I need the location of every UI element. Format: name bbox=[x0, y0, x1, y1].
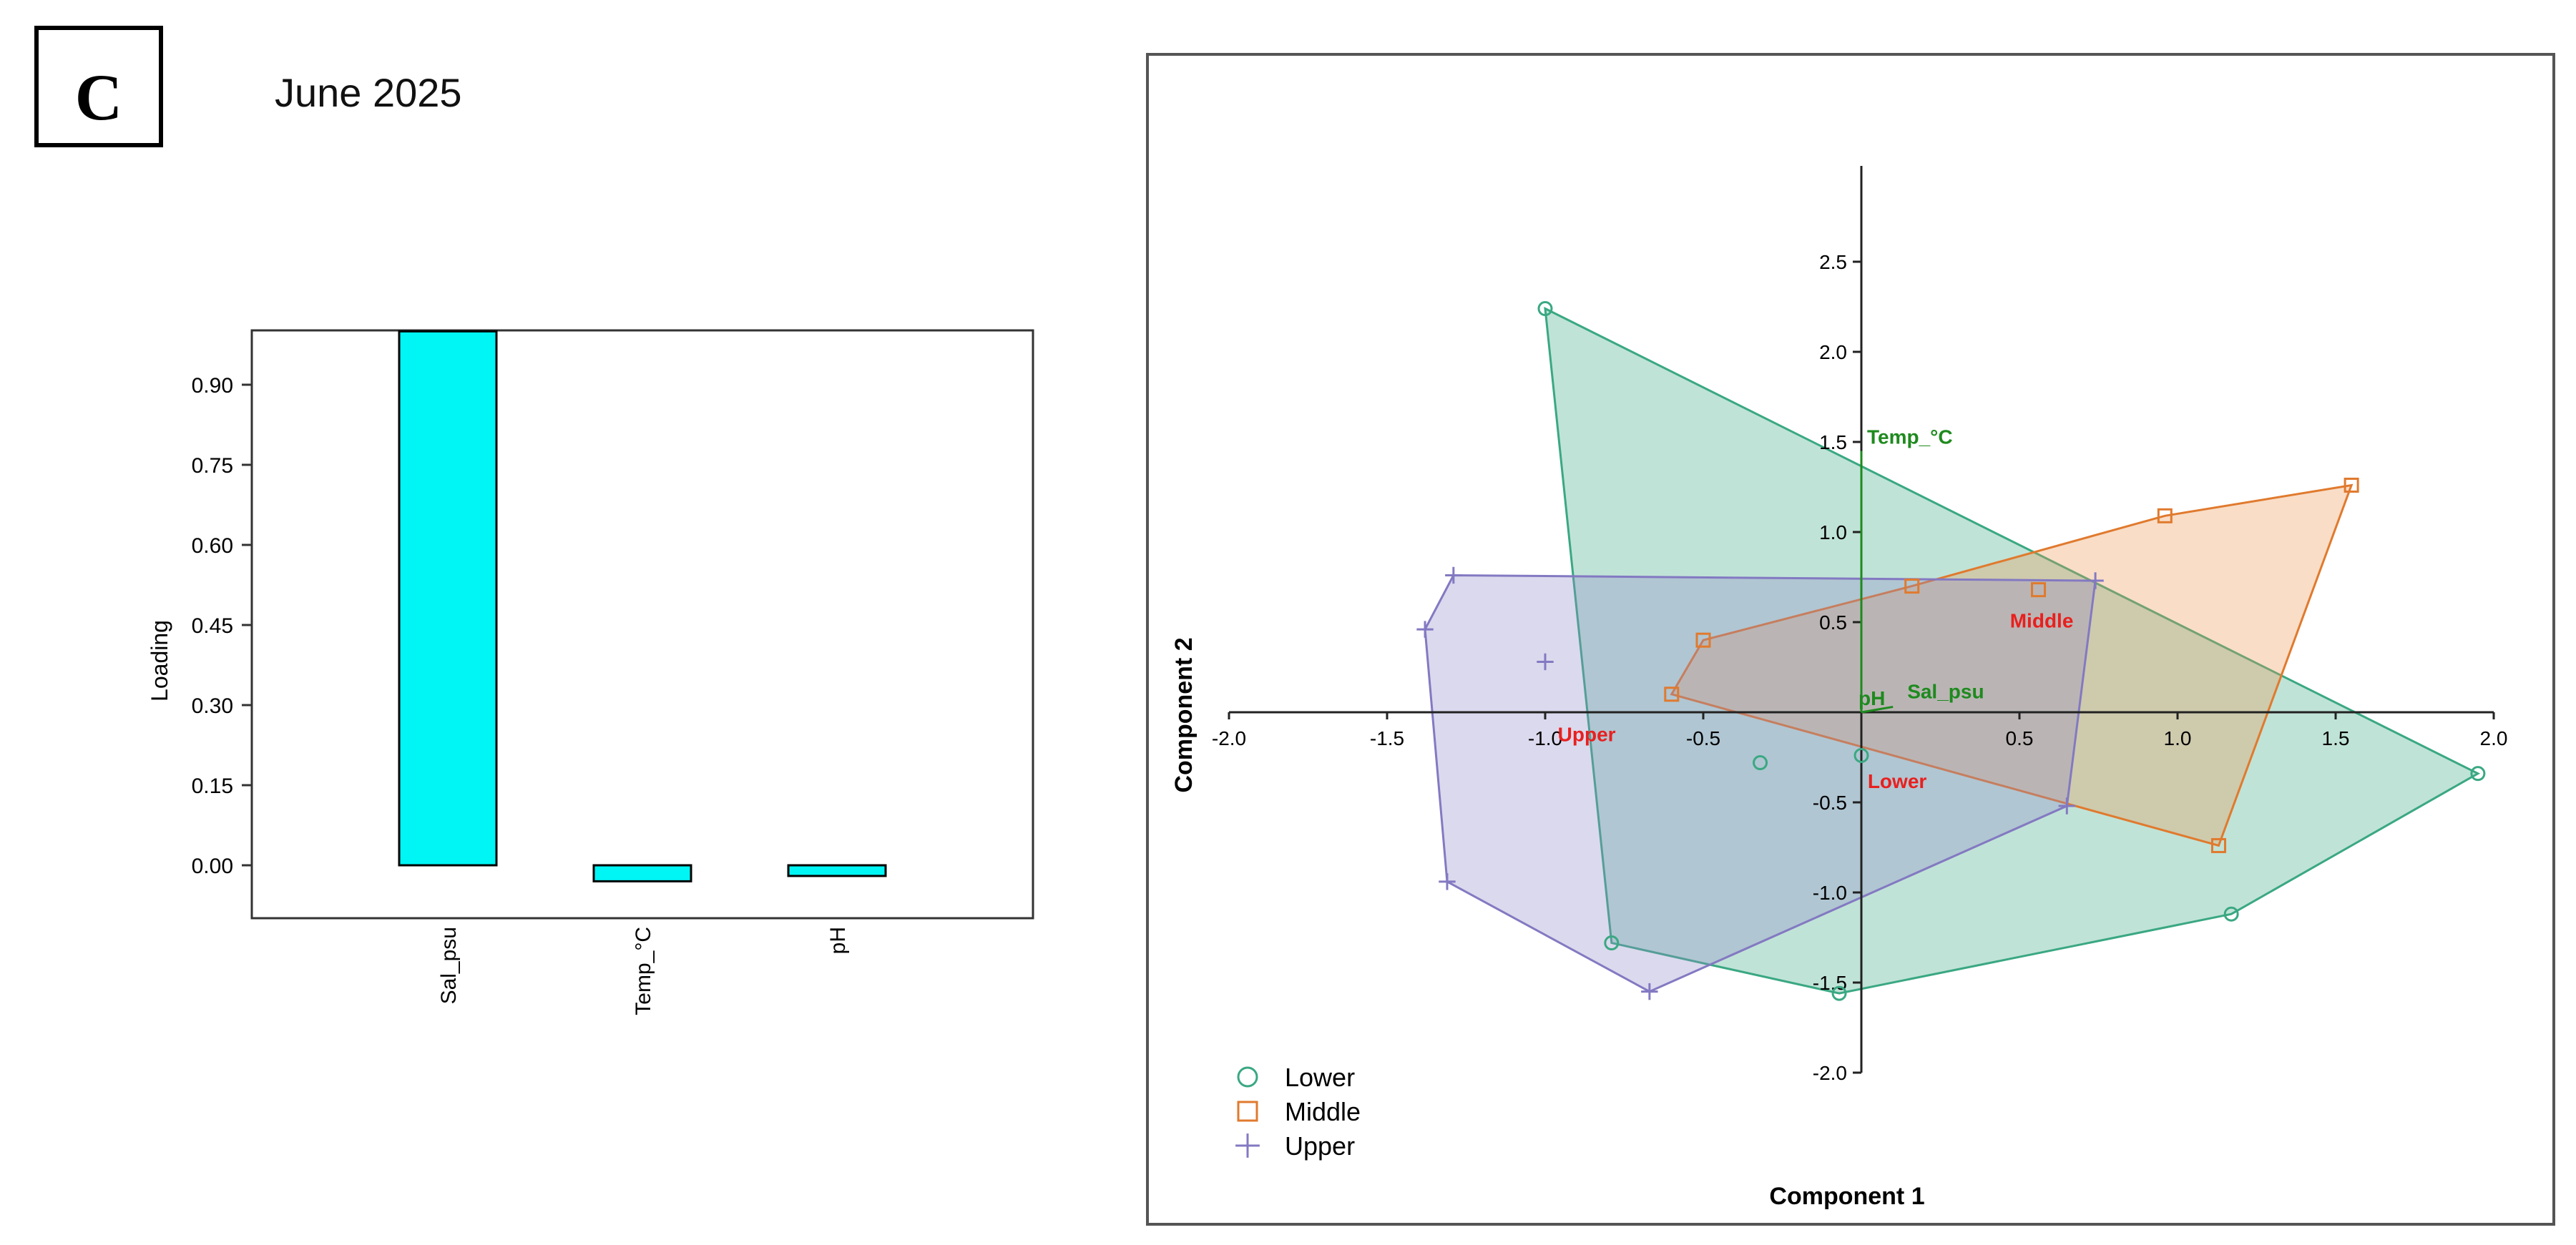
bar-y-tick-label: 0.45 bbox=[192, 614, 233, 638]
point-middle bbox=[2031, 582, 2047, 598]
pca-loading-vectors: Temp_°C Sal_psu pH bbox=[1858, 426, 1984, 714]
point-lower bbox=[2470, 766, 2486, 782]
point-upper bbox=[1416, 621, 1434, 638]
legend-label-upper: Upper bbox=[1285, 1131, 1355, 1161]
pca-x-tick-label: -2.0 bbox=[1212, 727, 1246, 749]
pca-x-tick-label: -1.0 bbox=[1528, 727, 1562, 749]
point-upper bbox=[1439, 873, 1456, 890]
pca-points bbox=[1416, 301, 2486, 1001]
pca-y-tick-label: -1.0 bbox=[1813, 882, 1847, 904]
loadings-bar-chart: 0.00 0.15 0.30 0.45 0.60 0.75 0.90 Sal_psu Temp… bbox=[147, 329, 1034, 1015]
pca-y-tick-label: 1.5 bbox=[1819, 431, 1847, 453]
panel-letter: C bbox=[74, 61, 123, 134]
loading-vector-label: Sal_psu bbox=[1907, 680, 1984, 702]
pca-y-tick-label: -2.0 bbox=[1813, 1062, 1847, 1084]
point-lower bbox=[1853, 747, 1869, 763]
pca-x-tick-label: 2.0 bbox=[2480, 727, 2508, 749]
bar-y-tick-label: 0.75 bbox=[192, 454, 233, 478]
point-lower bbox=[1604, 935, 1620, 951]
bar-y-axis: 0.00 0.15 0.30 0.45 0.60 0.75 0.90 bbox=[192, 374, 252, 878]
point-upper bbox=[1537, 653, 1554, 671]
point-lower bbox=[1753, 755, 1768, 771]
centroid-label-lower: Lower bbox=[1868, 770, 1927, 792]
point-middle bbox=[2344, 477, 2359, 493]
bar-x-tick-label: pH bbox=[826, 927, 850, 954]
legend-marker-middle bbox=[1237, 1101, 1258, 1122]
loading-vector-label: pH bbox=[1858, 687, 1885, 709]
bar-y-tick-label: 0.15 bbox=[192, 774, 233, 798]
centroid-label-upper: Upper bbox=[1558, 723, 1616, 745]
pca-y-tick-label: 1.0 bbox=[1819, 521, 1847, 543]
pca-y-axis-title: Component 2 bbox=[1170, 637, 1198, 792]
point-lower bbox=[2223, 906, 2239, 922]
point-middle bbox=[1664, 687, 1680, 702]
pca-x-tick-label: -0.5 bbox=[1686, 727, 1720, 749]
bar-tempc bbox=[592, 864, 692, 882]
bar-y-axis-title: Loading bbox=[147, 620, 172, 702]
bar-x-tick-label: Temp_°C bbox=[632, 927, 655, 1015]
pca-centroid-labels: Middle Upper Lower bbox=[1558, 610, 2074, 792]
legend-label-lower: Lower bbox=[1285, 1063, 1355, 1092]
point-middle bbox=[1904, 579, 1920, 594]
point-lower bbox=[1831, 985, 1847, 1001]
hull-middle bbox=[1670, 483, 2354, 847]
pca-x-tick-label: -1.5 bbox=[1370, 727, 1404, 749]
pca-y-tick-label: -1.5 bbox=[1813, 972, 1847, 994]
pca-axes: -2.0 -1.5 -1.0 -0.5 0.5 1.0 1.5 2.0 -2.0 -1.5 -1.0… bbox=[1212, 166, 2508, 1084]
pca-x-axis-title: Component 1 bbox=[1769, 1183, 1924, 1210]
loading-vector-line bbox=[1861, 705, 1894, 714]
panel-label-box: C bbox=[34, 26, 163, 147]
legend-marker-lower bbox=[1237, 1066, 1258, 1088]
bar-series bbox=[398, 330, 887, 882]
pca-y-tick-label: 2.5 bbox=[1819, 251, 1847, 273]
centroid-label-middle: Middle bbox=[2010, 610, 2074, 632]
pca-y-tick-label: 2.0 bbox=[1819, 341, 1847, 363]
pca-convex-hulls bbox=[1424, 306, 2481, 995]
pca-y-tick-label: -0.5 bbox=[1813, 792, 1847, 814]
bar-x-tick-labels: Sal_psu Temp_°C pH bbox=[437, 927, 850, 1015]
point-upper bbox=[2058, 797, 2075, 815]
bar-y-tick-label: 0.60 bbox=[192, 534, 233, 558]
point-middle bbox=[1695, 632, 1711, 648]
point-upper bbox=[1445, 566, 1462, 584]
pca-outer-frame bbox=[1146, 53, 2555, 1226]
loading-vector-label: Temp_°C bbox=[1867, 426, 1953, 448]
bar-ph bbox=[787, 864, 887, 877]
hull-lower bbox=[1544, 306, 2481, 995]
figure-date: June 2025 bbox=[275, 70, 462, 115]
legend-marker-upper bbox=[1235, 1133, 1260, 1158]
point-upper bbox=[1641, 983, 1658, 1000]
bar-y-tick-label: 0.00 bbox=[192, 855, 233, 878]
point-lower bbox=[1537, 301, 1553, 317]
point-upper bbox=[2087, 572, 2104, 589]
bar-y-tick-label: 0.30 bbox=[192, 694, 233, 718]
point-middle bbox=[2157, 508, 2173, 523]
pca-y-tick-label: 0.5 bbox=[1819, 611, 1847, 634]
point-middle bbox=[2210, 837, 2226, 853]
pca-x-tick-label: 0.5 bbox=[2006, 727, 2034, 749]
pca-x-tick-label: 1.0 bbox=[2164, 727, 2192, 749]
legend-label-middle: Middle bbox=[1285, 1097, 1361, 1126]
bar-y-tick-label: 0.90 bbox=[192, 374, 233, 398]
pca-legend: Lower Middle Upper bbox=[1235, 1063, 1361, 1161]
pca-x-tick-label: 1.5 bbox=[2322, 727, 2350, 749]
bar-x-tick-label: Sal_psu bbox=[437, 927, 461, 1004]
bar-salpsu bbox=[398, 330, 498, 867]
